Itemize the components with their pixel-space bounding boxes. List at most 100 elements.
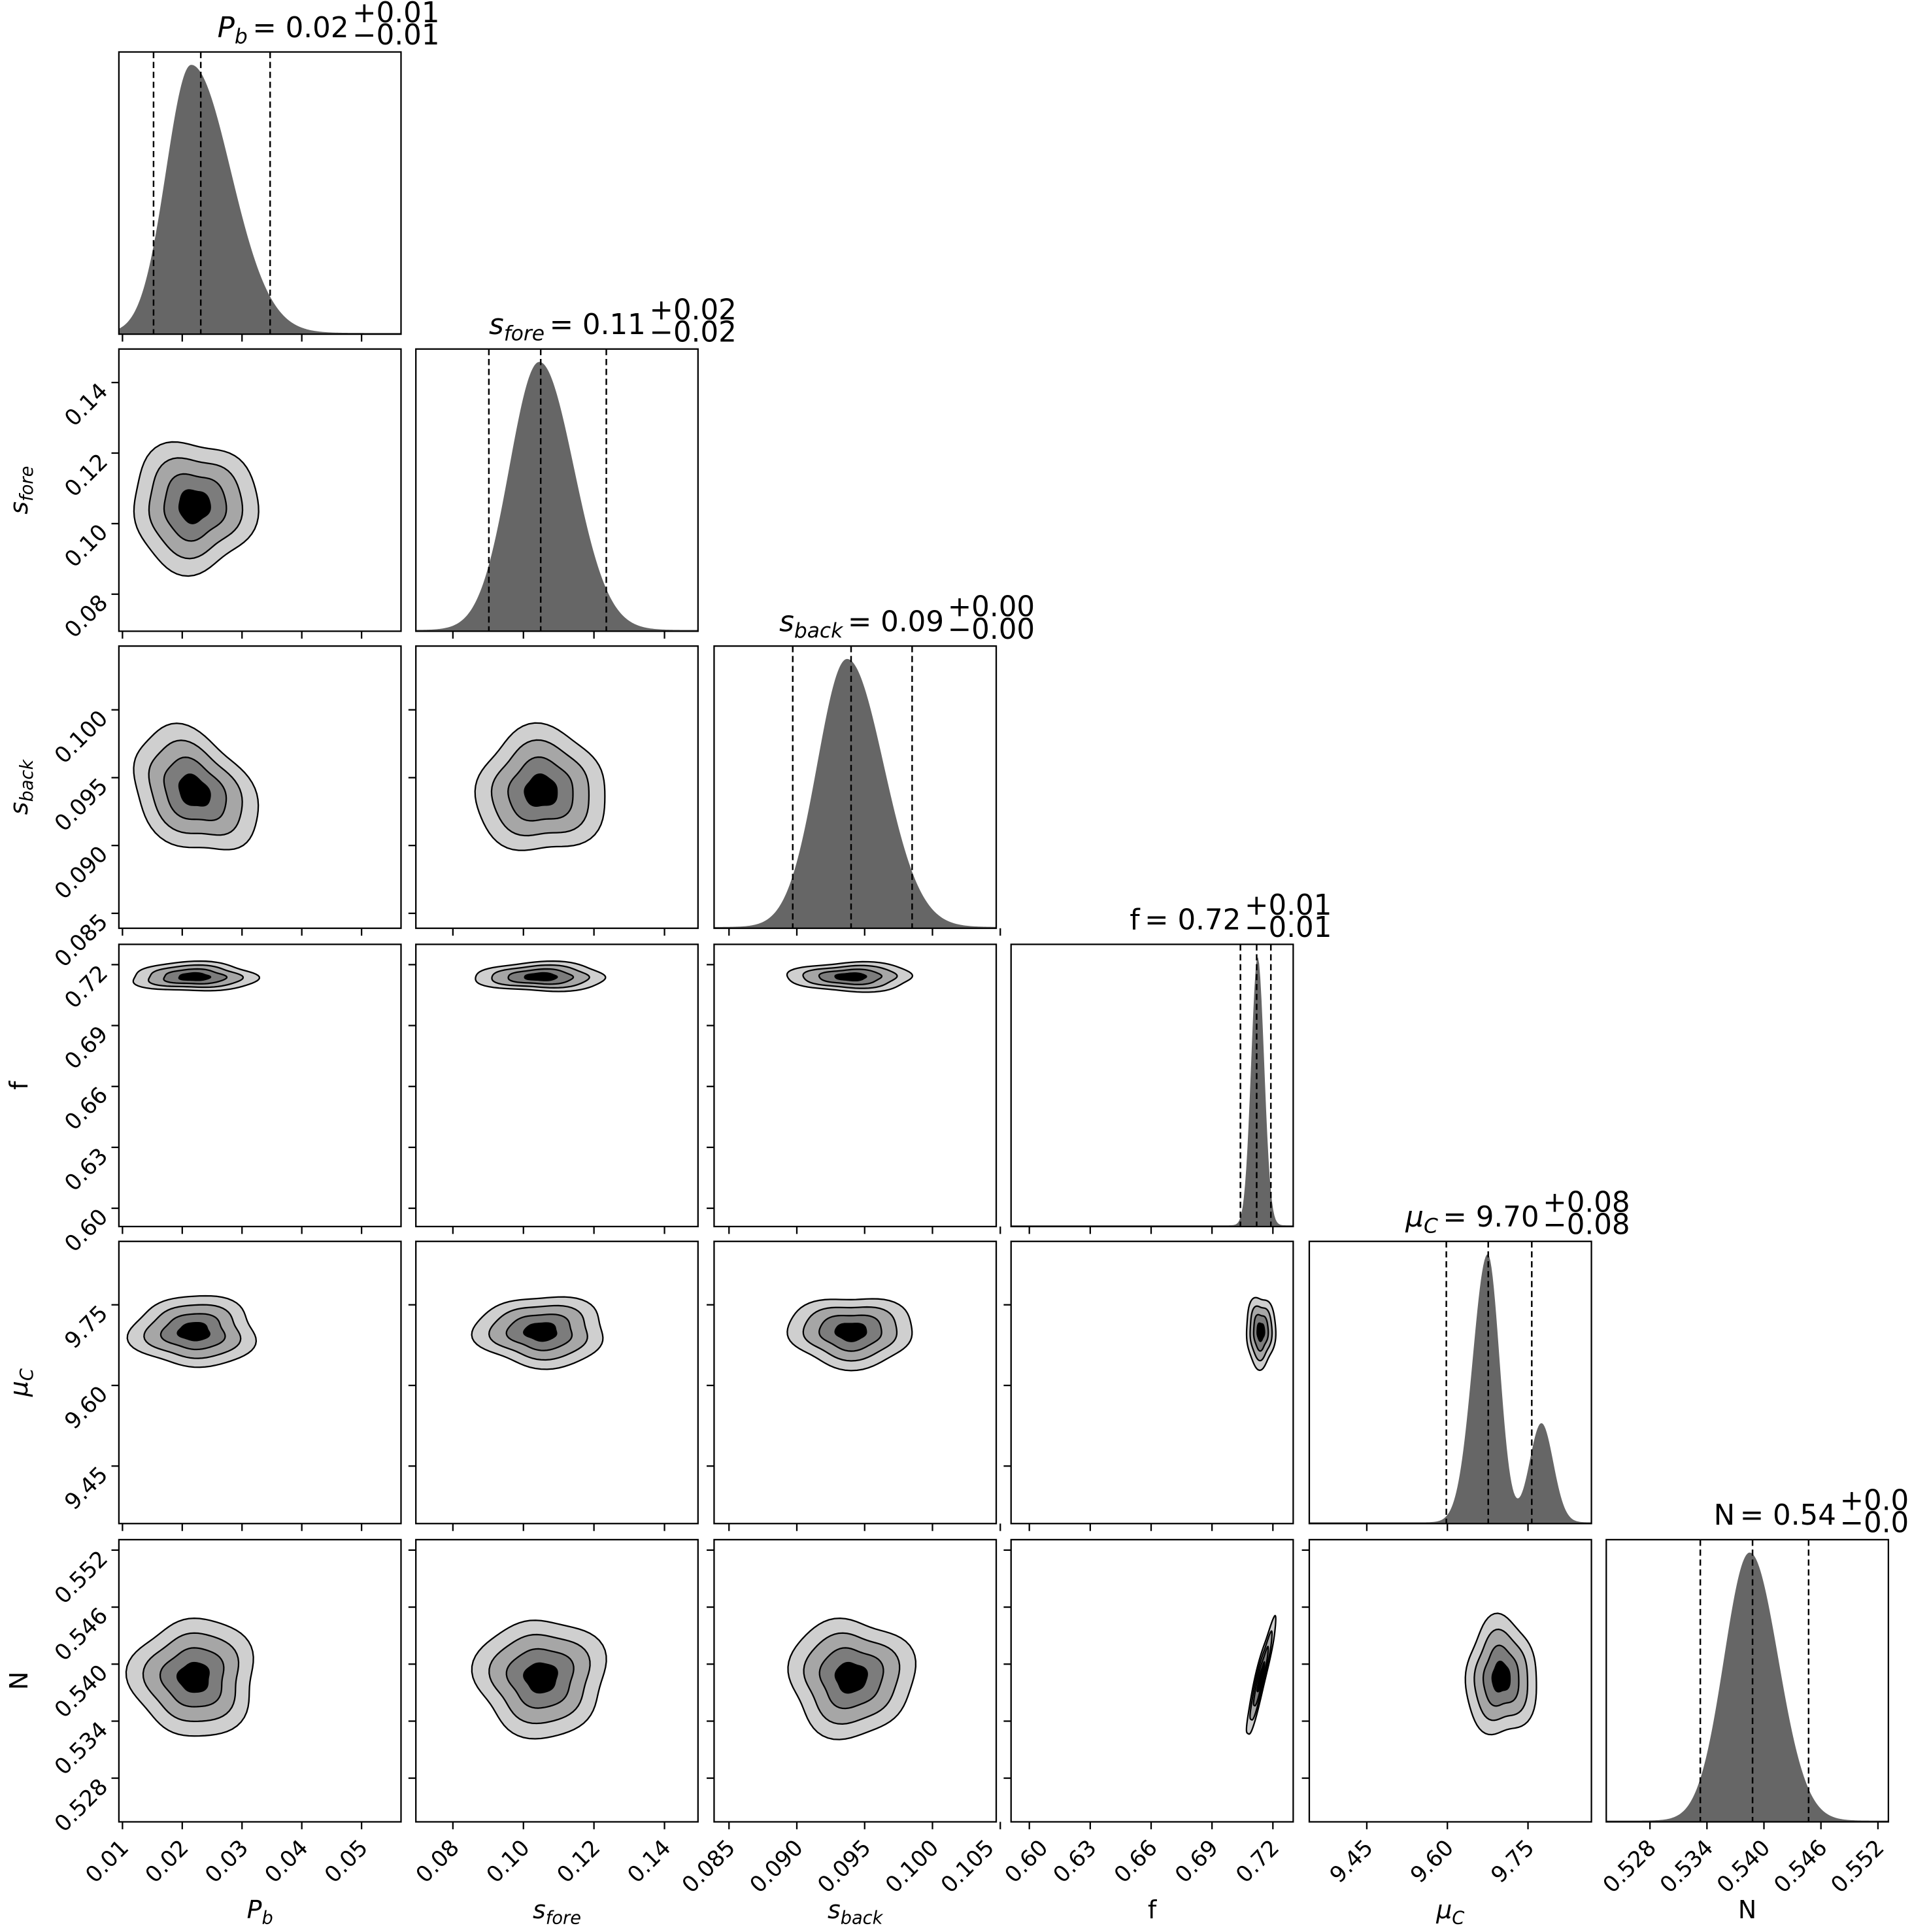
param-subscript: fore — [504, 322, 545, 346]
panel-frame — [415, 348, 699, 632]
y-tick-label: 0.552 — [50, 1546, 113, 1609]
y-tick-label: 0.12 — [59, 449, 113, 502]
panel-content — [416, 348, 698, 632]
param-symbol: s — [533, 1895, 546, 1924]
param-subscript: b — [235, 25, 248, 48]
panel-frame — [713, 1240, 998, 1525]
panel-s_fore-vs-mu_C — [408, 1240, 699, 1531]
panel-hist-s_fore: sfore = 0.11 +0.02−0.02 — [415, 294, 737, 639]
x-tick-label: 9.45 — [1325, 1835, 1379, 1888]
x-tick-label: 0.528 — [1598, 1835, 1662, 1898]
panel-content — [125, 1617, 254, 1737]
x-axis-label-N: N — [1738, 1895, 1756, 1924]
histogram-area — [1309, 1254, 1592, 1524]
x-tick-label: 0.04 — [260, 1835, 313, 1888]
param-subscript: C — [1424, 1214, 1438, 1238]
param-symbol: N — [1738, 1895, 1756, 1924]
y-tick-label: 0.10 — [59, 519, 113, 573]
x-tick-label: 0.546 — [1769, 1835, 1832, 1898]
panel-frame — [415, 1538, 699, 1823]
y-axis-label-N: N — [5, 1672, 33, 1690]
panel-frame — [713, 1538, 998, 1823]
param-symbol: N — [5, 1672, 33, 1690]
panel-content — [1606, 1539, 1888, 1822]
panel-frame — [118, 51, 402, 335]
panel-content — [787, 1617, 916, 1740]
param-symbol: N — [1714, 1499, 1736, 1532]
y-axis-label-mu_C: μC — [5, 1368, 37, 1397]
param-symbol: μ — [5, 1381, 33, 1397]
param-symbol: μ — [1405, 1201, 1424, 1234]
x-tick-label: 0.03 — [200, 1835, 254, 1888]
title-minus: −0.01 — [1245, 911, 1332, 944]
y-tick-label: 0.534 — [50, 1717, 113, 1780]
y-tick-label: 0.08 — [59, 590, 113, 643]
param-symbol: μ — [1435, 1895, 1452, 1924]
x-axis-label-mu_C: μC — [1435, 1895, 1464, 1928]
y-tick-label: 0.60 — [59, 1204, 113, 1257]
panel-content — [133, 722, 260, 851]
panel-frame — [415, 1240, 699, 1525]
y-axis-label-s_back: sback — [5, 758, 37, 815]
title-plus: +0.01 — [1245, 889, 1332, 922]
contour-level-3 — [176, 1661, 210, 1693]
panel-P_b-vs-f: 0.600.630.660.690.72 — [59, 943, 402, 1257]
y-tick-label: 0.528 — [50, 1774, 113, 1837]
y-tick-label: 0.540 — [50, 1660, 113, 1723]
panel-content — [126, 1295, 258, 1368]
title-value: = 0.54 — [1740, 1499, 1836, 1532]
panel-frame — [118, 943, 402, 1228]
param-subscript: b — [261, 1908, 273, 1928]
panel-frame — [415, 645, 699, 929]
y-tick-label: 0.63 — [59, 1143, 113, 1196]
panel-f-vs-mu_C — [1003, 1240, 1294, 1531]
y-tick-label: 9.75 — [59, 1300, 113, 1354]
title-minus: −0.00 — [948, 613, 1035, 646]
panel-s_fore-vs-s_back — [408, 645, 699, 936]
panel-content — [1464, 1612, 1537, 1736]
panel-frame — [1308, 1240, 1592, 1525]
title-minus: −0.01 — [352, 19, 439, 52]
panel-s_fore-vs-N: 0.08 0.10 0.12 0.14 — [408, 1538, 699, 1888]
x-tick-label: 9.75 — [1486, 1835, 1539, 1888]
panel-content — [714, 646, 997, 928]
panel-s_back-vs-mu_C — [707, 1240, 1001, 1531]
x-tick-label: 0.66 — [1109, 1835, 1163, 1888]
contour-level-3 — [178, 773, 211, 807]
x-tick-label: 0.14 — [622, 1835, 676, 1888]
panel-title: μC — [1405, 1201, 1438, 1238]
panel-frame — [118, 1240, 402, 1525]
contour-level-3 — [524, 773, 558, 807]
param-subscript: back — [841, 1908, 884, 1928]
panel-hist-f: f = 0.72 +0.01−0.01 — [1010, 889, 1332, 1234]
param-subscript: C — [17, 1368, 37, 1381]
x-axis-label-s_fore: sfore — [533, 1895, 581, 1928]
y-tick-label: 0.095 — [50, 773, 113, 837]
panel-content — [471, 1619, 607, 1740]
panel-frame — [118, 645, 402, 929]
panel-hist-s_back: sback = 0.09 +0.00−0.00 — [713, 591, 1035, 936]
x-tick-label: 0.60 — [999, 1835, 1053, 1888]
title-plus: +0.02 — [650, 294, 737, 326]
param-symbol: P — [218, 12, 235, 44]
histogram-area — [416, 362, 698, 632]
title-value: = 0.72 — [1145, 904, 1241, 937]
histogram-area — [118, 65, 401, 335]
panel-frame — [1010, 1240, 1294, 1525]
contour-level-3 — [834, 1661, 868, 1694]
param-symbol: f — [5, 1080, 33, 1090]
panel-f-vs-N: 0.600.63 0.66 0.69 0.72 — [999, 1538, 1294, 1888]
panel-hist-mu_C: μC = 9.70 +0.08−0.08 — [1308, 1186, 1630, 1531]
panel-mu_C-vs-N: 9.45 9.60 9.75 — [1301, 1538, 1592, 1888]
panel-s_back-vs-f — [707, 943, 1001, 1234]
x-tick-label: 0.552 — [1826, 1835, 1889, 1898]
x-tick-label: 0.095 — [813, 1835, 876, 1898]
histogram-area — [714, 658, 997, 928]
title-minus: −0.01 — [1840, 1507, 1912, 1540]
param-symbol: f — [1148, 1895, 1158, 1924]
y-tick-label: 0.14 — [59, 378, 113, 432]
x-tick-label: 0.100 — [881, 1835, 944, 1898]
